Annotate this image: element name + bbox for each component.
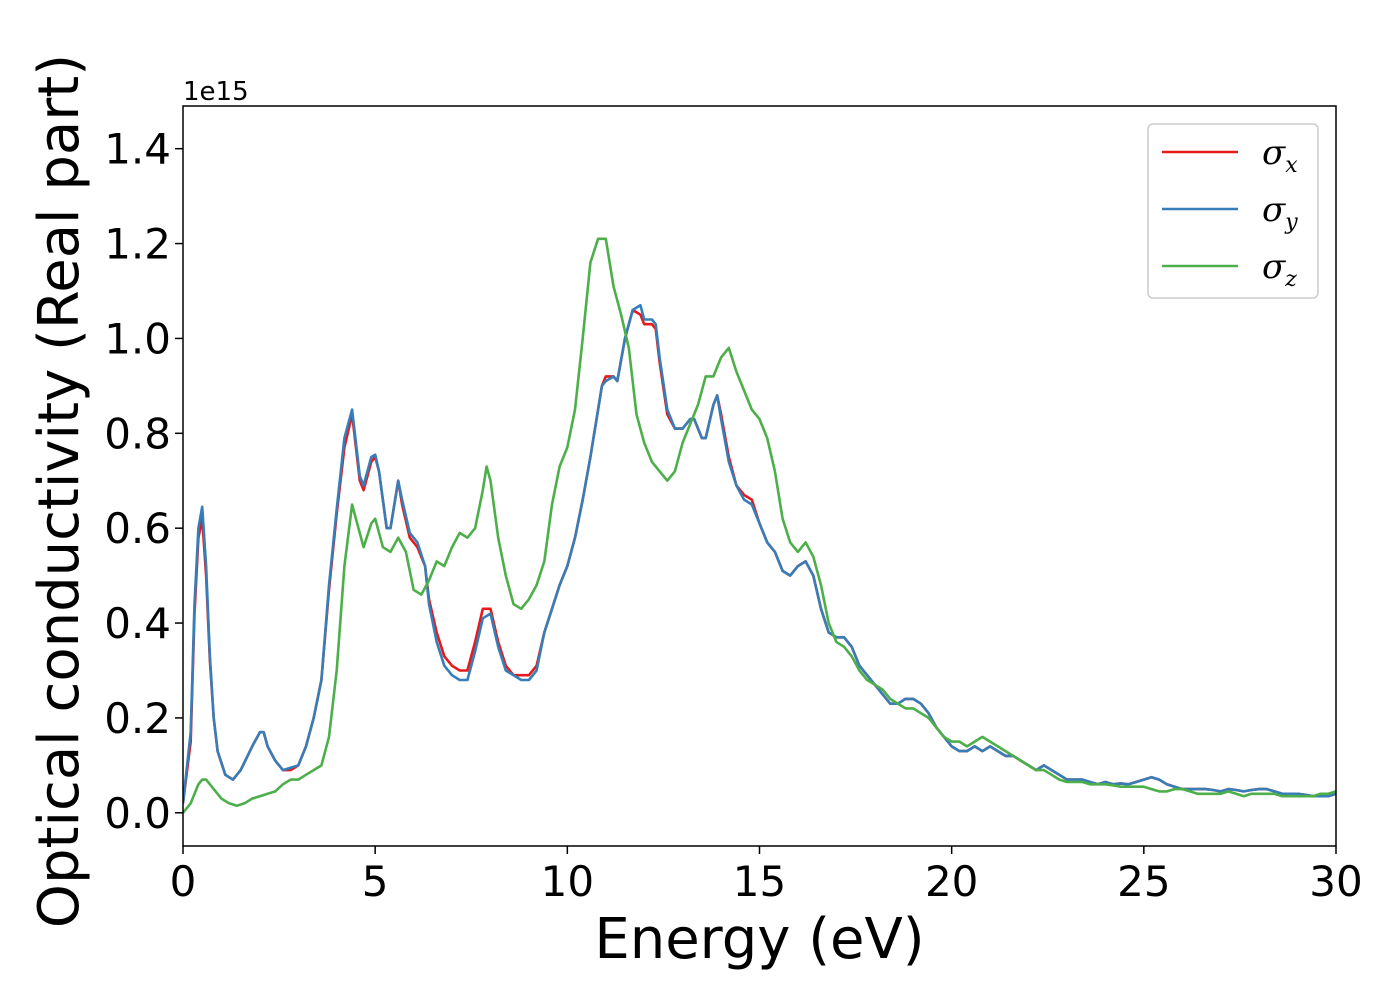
x-axis: 0 5 10 15 20 25 30 [170, 846, 1363, 906]
legend-label-x: σx [1262, 133, 1298, 178]
y-tick-label: 0.0 [104, 789, 171, 838]
legend-label-subscript: x [1285, 153, 1298, 178]
x-tick-label: 10 [541, 857, 594, 906]
series-line-z [183, 237, 1336, 814]
x-axis-title: Energy (eV) [594, 907, 924, 972]
y-tick-label: 1.0 [104, 314, 171, 363]
y-axis-title: Optical conductivity (Real part) [27, 54, 92, 928]
x-tick-label: 15 [733, 857, 786, 906]
y-tick-label: 0.2 [104, 694, 171, 743]
legend-box [1147, 123, 1319, 299]
x-tick-label: 0 [170, 857, 197, 906]
y-tick-label: 1.2 [104, 220, 171, 269]
series-line-x [183, 308, 1336, 804]
y-tick-label: 0.4 [104, 599, 171, 648]
series-line-y [183, 303, 1336, 804]
legend-label-base: σ [1262, 247, 1286, 287]
y-tick-label: 0.8 [104, 409, 171, 458]
legend-label-base: σ [1262, 133, 1286, 173]
series-layer [183, 237, 1336, 814]
legend-label-base: σ [1262, 190, 1286, 230]
x-tick-label: 25 [1117, 857, 1170, 906]
y-axis: 0.0 0.2 0.4 0.6 0.8 1.0 1.2 1.4 [104, 125, 183, 838]
legend-label-z: σz [1262, 247, 1297, 292]
legend-label-y: σy [1262, 190, 1298, 235]
y-tick-label: 0.6 [104, 504, 171, 553]
y-axis-offset-label: 1e15 [183, 77, 249, 107]
x-tick-label: 20 [925, 857, 978, 906]
y-tick-label: 1.4 [104, 125, 171, 174]
legend-label-subscript: y [1284, 210, 1298, 235]
legend-label-subscript: z [1284, 267, 1297, 292]
x-tick-label: 30 [1309, 857, 1362, 906]
x-tick-label: 5 [362, 857, 389, 906]
